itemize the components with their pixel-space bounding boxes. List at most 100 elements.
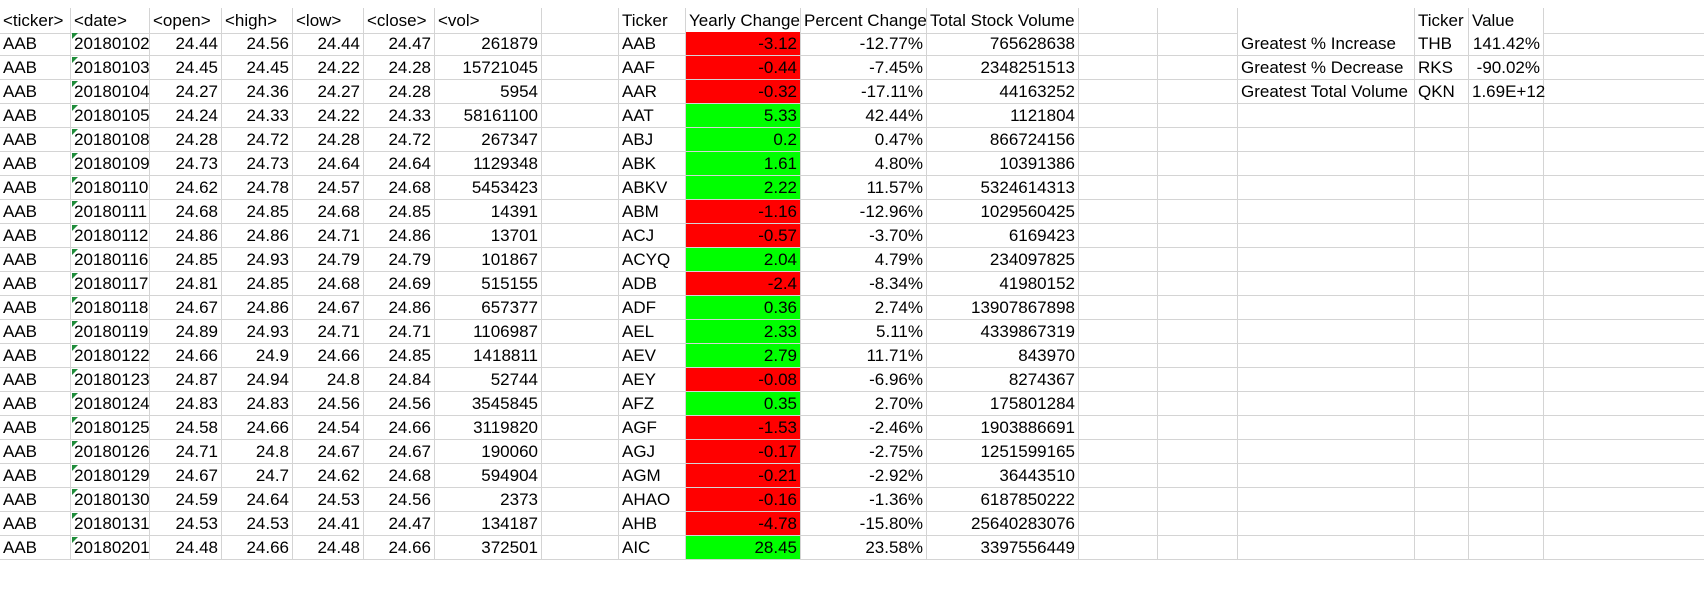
yearly-change-cell[interactable]: -0.21	[686, 464, 801, 488]
blank-cell[interactable]	[1238, 104, 1415, 128]
blank-cell[interactable]	[1544, 488, 1704, 512]
greatest-ticker-cell[interactable]: RKS	[1415, 56, 1469, 80]
blank-cell[interactable]	[1544, 56, 1704, 80]
blank-cell[interactable]	[1544, 224, 1704, 248]
yearly-change-cell[interactable]: 5.33	[686, 104, 801, 128]
blank-cell[interactable]	[1469, 416, 1544, 440]
blank-cell[interactable]	[1079, 56, 1158, 80]
open-cell[interactable]: 24.24	[150, 104, 222, 128]
blank-cell[interactable]	[1469, 224, 1544, 248]
total-volume-cell[interactable]: 36443510	[927, 464, 1079, 488]
percent-change-cell[interactable]: 2.74%	[801, 296, 927, 320]
date-cell[interactable]: 20180129	[71, 464, 150, 488]
percent-change-cell[interactable]: -15.80%	[801, 512, 927, 536]
high-cell[interactable]: 24.93	[222, 248, 293, 272]
blank-cell[interactable]	[1415, 248, 1469, 272]
total-volume-cell[interactable]: 6187850222	[927, 488, 1079, 512]
blank-cell[interactable]	[1238, 488, 1415, 512]
vol-cell[interactable]: 15721045	[435, 56, 542, 80]
low-cell[interactable]: 24.8	[293, 368, 364, 392]
blank-cell[interactable]	[1544, 152, 1704, 176]
blank-cell[interactable]	[1158, 368, 1238, 392]
percent-change-cell[interactable]: -7.45%	[801, 56, 927, 80]
vol-cell[interactable]: 190060	[435, 440, 542, 464]
high-cell[interactable]: 24.45	[222, 56, 293, 80]
low-cell[interactable]: 24.22	[293, 56, 364, 80]
high-cell[interactable]: 24.85	[222, 200, 293, 224]
total-volume-cell[interactable]: 25640283076	[927, 512, 1079, 536]
total-volume-cell[interactable]: 8274367	[927, 368, 1079, 392]
header-percent-change[interactable]: Percent Change	[801, 8, 927, 34]
close-cell[interactable]: 24.67	[364, 440, 435, 464]
blank-cell[interactable]	[1469, 512, 1544, 536]
vol-cell[interactable]: 3545845	[435, 392, 542, 416]
blank-cell[interactable]	[1238, 536, 1415, 560]
blank-cell[interactable]	[1238, 176, 1415, 200]
total-volume-cell[interactable]: 2348251513	[927, 56, 1079, 80]
blank-cell[interactable]	[1415, 200, 1469, 224]
blank-cell[interactable]	[1469, 128, 1544, 152]
low-cell[interactable]: 24.71	[293, 320, 364, 344]
vol-cell[interactable]: 5954	[435, 80, 542, 104]
open-cell[interactable]: 24.28	[150, 128, 222, 152]
close-cell[interactable]: 24.56	[364, 392, 435, 416]
blank-cell[interactable]	[1079, 248, 1158, 272]
summary-ticker-cell[interactable]: ADF	[619, 296, 686, 320]
yearly-change-cell[interactable]: -3.12	[686, 32, 801, 56]
high-cell[interactable]: 24.66	[222, 416, 293, 440]
blank-cell[interactable]	[1469, 392, 1544, 416]
header-close[interactable]: <close>	[364, 8, 435, 34]
blank-cell[interactable]	[1469, 200, 1544, 224]
open-cell[interactable]: 24.48	[150, 536, 222, 560]
vol-cell[interactable]: 372501	[435, 536, 542, 560]
high-cell[interactable]: 24.66	[222, 536, 293, 560]
blank-cell[interactable]	[1079, 344, 1158, 368]
high-cell[interactable]: 24.33	[222, 104, 293, 128]
high-cell[interactable]: 24.85	[222, 272, 293, 296]
blank-cell[interactable]	[1415, 272, 1469, 296]
greatest-value-cell[interactable]: -90.02%	[1469, 56, 1544, 80]
blank-cell[interactable]	[1415, 152, 1469, 176]
percent-change-cell[interactable]: 23.58%	[801, 536, 927, 560]
vol-cell[interactable]: 1418811	[435, 344, 542, 368]
ticker-cell[interactable]: AAB	[0, 344, 71, 368]
greatest-label-cell[interactable]: Greatest % Increase	[1238, 32, 1415, 56]
ticker-cell[interactable]: AAB	[0, 464, 71, 488]
percent-change-cell[interactable]: -17.11%	[801, 80, 927, 104]
total-volume-cell[interactable]: 175801284	[927, 392, 1079, 416]
blank-cell[interactable]	[1469, 176, 1544, 200]
blank-cell[interactable]	[1079, 200, 1158, 224]
blank-cell[interactable]	[1158, 176, 1238, 200]
blank-cell[interactable]	[1238, 440, 1415, 464]
blank-cell[interactable]	[542, 536, 619, 560]
open-cell[interactable]: 24.71	[150, 440, 222, 464]
close-cell[interactable]: 24.66	[364, 536, 435, 560]
ticker-cell[interactable]: AAB	[0, 416, 71, 440]
high-cell[interactable]: 24.8	[222, 440, 293, 464]
low-cell[interactable]: 24.67	[293, 296, 364, 320]
blank-cell[interactable]	[1469, 248, 1544, 272]
vol-cell[interactable]: 1106987	[435, 320, 542, 344]
date-cell[interactable]: 20180126	[71, 440, 150, 464]
blank-cell[interactable]	[542, 464, 619, 488]
low-cell[interactable]: 24.62	[293, 464, 364, 488]
blank-cell[interactable]	[1415, 104, 1469, 128]
blank-cell[interactable]	[1544, 176, 1704, 200]
greatest-label-cell[interactable]: Greatest Total Volume	[1238, 80, 1415, 104]
yearly-change-cell[interactable]: -0.32	[686, 80, 801, 104]
percent-change-cell[interactable]: 11.57%	[801, 176, 927, 200]
blank-header-cell[interactable]	[1158, 8, 1238, 34]
blank-cell[interactable]	[1469, 152, 1544, 176]
header-total-volume[interactable]: Total Stock Volume	[927, 8, 1079, 34]
vol-cell[interactable]: 515155	[435, 272, 542, 296]
blank-cell[interactable]	[1158, 440, 1238, 464]
blank-cell[interactable]	[1469, 320, 1544, 344]
blank-cell[interactable]	[542, 392, 619, 416]
date-cell[interactable]: 20180116	[71, 248, 150, 272]
blank-cell[interactable]	[1158, 512, 1238, 536]
summary-ticker-cell[interactable]: ADB	[619, 272, 686, 296]
blank-cell[interactable]	[1079, 320, 1158, 344]
high-cell[interactable]: 24.78	[222, 176, 293, 200]
summary-ticker-cell[interactable]: AEV	[619, 344, 686, 368]
